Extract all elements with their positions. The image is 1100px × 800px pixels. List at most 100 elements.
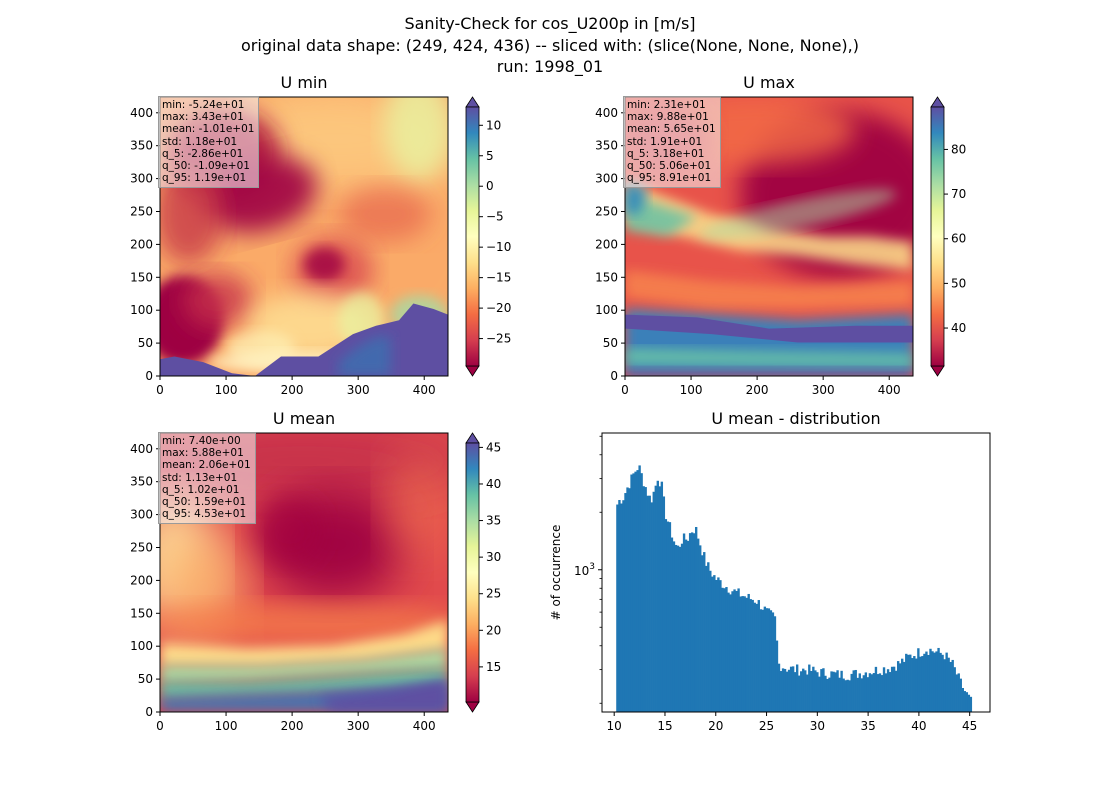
histogram-bar <box>836 670 839 712</box>
histogram-bar <box>830 671 833 712</box>
histogram-bar <box>741 596 744 712</box>
histogram-xtick-label: 15 <box>657 719 672 733</box>
umax-stat-line: mean: 5.65e+01 <box>627 123 716 136</box>
umax-colorbar-tick-label: 50 <box>951 276 966 290</box>
histogram-bar <box>634 471 637 712</box>
histogram-bar <box>858 673 861 712</box>
umean-ytick-label: 250 <box>130 540 153 554</box>
umean-colorbar-extend-max <box>465 432 480 444</box>
umin-colorbar-extend-min <box>465 365 480 377</box>
histogram-bar <box>648 495 651 712</box>
histogram-bar <box>727 592 730 712</box>
histogram-bar <box>737 588 740 712</box>
histogram-bar <box>840 670 843 712</box>
umin-ytick-label: 0 <box>145 369 153 383</box>
histogram-bar <box>791 666 795 712</box>
umax-xtick-label: 200 <box>746 383 769 397</box>
histogram-bar <box>628 488 631 712</box>
histogram-bar <box>868 673 872 712</box>
umin-colorbar-extend-max <box>465 96 480 108</box>
histogram-bar <box>913 656 916 712</box>
histogram-bar <box>672 541 676 712</box>
histogram-bar <box>697 538 700 712</box>
histogram-bar <box>703 552 706 712</box>
histogram-bar <box>832 671 835 712</box>
umax-stat-line: max: 9.88e+01 <box>627 111 709 124</box>
umax-ytick-label: 150 <box>595 270 618 284</box>
histogram-bar <box>709 570 712 712</box>
umean-colorbar-tick-label: 45 <box>486 440 501 454</box>
umin-frame <box>159 96 449 377</box>
histogram-bar <box>965 692 969 712</box>
umax-ytick-label: 100 <box>595 303 618 317</box>
histogram-bar <box>684 539 688 712</box>
histogram-bar <box>795 664 799 712</box>
histogram-bar <box>810 671 813 712</box>
histogram-bar <box>884 673 888 712</box>
histogram-bar <box>818 676 821 712</box>
histogram-bar <box>731 591 734 712</box>
histogram-bar <box>939 652 942 712</box>
histogram-frame <box>601 432 991 713</box>
umin-ytick-label: 50 <box>138 336 153 350</box>
umin-ytick-label: 100 <box>130 303 153 317</box>
histogram-bar <box>959 678 962 712</box>
umax-ytick-label: 400 <box>595 106 618 120</box>
histogram-bar <box>842 678 845 712</box>
umax-colorbar: 80 70 60 50 40 <box>930 96 966 377</box>
umin-ytick-label: 150 <box>130 270 153 284</box>
histogram-bar <box>779 671 783 712</box>
histogram-bar <box>789 666 793 712</box>
umin-ytick-label: 350 <box>130 139 153 153</box>
histogram-bar <box>931 651 934 712</box>
umax-stat-line: min: 2.31e+01 <box>627 99 706 111</box>
histogram-bar <box>666 521 670 712</box>
histogram-bar <box>721 587 724 712</box>
histogram-bar <box>725 587 728 712</box>
umin-colorbar-tick-label: −15 <box>486 271 511 285</box>
histogram-bar <box>923 653 926 712</box>
umin-xtick-label: 300 <box>347 383 370 397</box>
histogram-bar <box>755 603 758 712</box>
histogram-bar <box>967 694 971 712</box>
histogram-bar <box>937 647 940 712</box>
umin-stats-box: min: -5.24e+01 max: 3.43e+01 mean: -1.01e+… <box>158 96 260 189</box>
umin-stat-line: q_50: -1.09e+01 <box>162 160 250 173</box>
histogram-bar <box>925 651 928 712</box>
histogram-bar <box>804 670 807 712</box>
umean-ytick-label: 100 <box>130 639 153 653</box>
histogram-bar <box>943 659 946 712</box>
histogram-bar <box>894 670 898 712</box>
histogram-bar <box>761 609 765 712</box>
histogram-bar <box>800 671 803 712</box>
histogram-bar <box>715 579 718 712</box>
histogram-bar <box>850 673 853 712</box>
histogram-bar <box>892 666 896 712</box>
umax-ytick-label: 350 <box>595 139 618 153</box>
histogram-bar <box>723 588 726 712</box>
umax-title: U max <box>743 73 795 92</box>
histogram-xtick-label: 30 <box>810 719 825 733</box>
histogram-bar <box>743 596 746 712</box>
histogram-bar <box>777 663 781 712</box>
umax-ytick-label: 250 <box>595 204 618 218</box>
histogram-title: U mean - distribution <box>711 409 880 428</box>
umean-colorbar: 45 40 35 30 25 20 15 <box>465 432 501 713</box>
histogram-bar <box>650 502 653 712</box>
suptitle-line-1: Sanity-Check for cos_U200p in [m/s] <box>404 14 696 33</box>
umin-stat-line: max: 3.43e+01 <box>162 111 244 124</box>
histogram-bar <box>632 473 635 712</box>
histogram-bar <box>699 545 702 712</box>
histogram-bar <box>933 652 936 712</box>
umean-ytick-label: 50 <box>138 672 153 686</box>
umean-colorbar-tick-label: 30 <box>486 550 501 564</box>
histogram-bar <box>951 659 954 712</box>
umax-colorbar-tick-label: 70 <box>951 187 966 201</box>
histogram-bar <box>793 672 797 712</box>
histogram-bar <box>682 533 686 712</box>
histogram-bar <box>903 661 906 712</box>
umean-xtick-label: 400 <box>413 719 436 733</box>
histogram-bar <box>753 602 756 712</box>
histogram-bar <box>890 666 894 712</box>
umin-xtick-label: 200 <box>281 383 304 397</box>
